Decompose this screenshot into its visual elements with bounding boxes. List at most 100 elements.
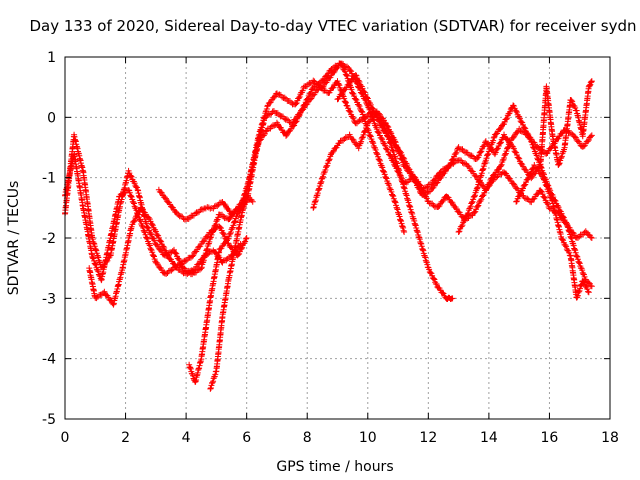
data-point bbox=[389, 192, 396, 199]
data-point bbox=[323, 163, 330, 170]
data-point bbox=[521, 124, 528, 131]
data-point bbox=[137, 217, 144, 224]
data-point bbox=[310, 204, 317, 211]
data-point bbox=[228, 211, 235, 218]
y-tick-label: 0 bbox=[47, 110, 56, 126]
data-point bbox=[195, 261, 202, 268]
data-point bbox=[353, 96, 360, 103]
data-point bbox=[226, 216, 233, 223]
data-point bbox=[471, 193, 478, 200]
x-tick-label: 0 bbox=[61, 430, 70, 446]
data-point bbox=[358, 108, 365, 115]
data-point bbox=[513, 198, 520, 205]
data-point bbox=[352, 96, 359, 103]
x-tick-label: 4 bbox=[182, 430, 191, 446]
data-point bbox=[237, 241, 244, 248]
data-point bbox=[189, 253, 196, 260]
data-point bbox=[373, 150, 380, 157]
data-point bbox=[199, 206, 206, 213]
data-point bbox=[175, 212, 182, 219]
data-point bbox=[154, 261, 161, 268]
data-point bbox=[149, 222, 156, 229]
data-point bbox=[162, 195, 169, 202]
data-point bbox=[209, 379, 216, 386]
x-axis-label: GPS time / hours bbox=[276, 459, 393, 475]
data-point bbox=[140, 224, 147, 231]
data-point bbox=[152, 228, 159, 235]
data-point bbox=[177, 261, 184, 268]
data-point bbox=[242, 235, 249, 242]
data-point bbox=[394, 205, 401, 212]
data-point bbox=[161, 194, 168, 201]
data-point bbox=[348, 86, 355, 93]
data-point bbox=[146, 242, 153, 249]
x-tick-label: 6 bbox=[242, 430, 251, 446]
data-point bbox=[344, 72, 351, 79]
data-point bbox=[356, 103, 363, 110]
data-point bbox=[355, 101, 362, 108]
series-track-10 bbox=[513, 162, 592, 301]
data-point bbox=[315, 186, 322, 193]
data-point bbox=[153, 259, 160, 266]
x-tick-label: 18 bbox=[601, 430, 619, 446]
x-tick-label: 12 bbox=[419, 430, 437, 446]
data-point bbox=[128, 193, 135, 200]
data-point bbox=[310, 203, 317, 210]
data-point bbox=[221, 201, 228, 208]
data-point bbox=[143, 234, 150, 241]
data-point bbox=[382, 174, 389, 181]
data-point bbox=[268, 123, 275, 130]
data-point bbox=[157, 189, 164, 196]
y-tick-label: -3 bbox=[42, 291, 56, 307]
data-point bbox=[187, 364, 194, 371]
data-point bbox=[403, 191, 410, 198]
data-point bbox=[141, 228, 148, 235]
data-point bbox=[131, 217, 138, 224]
data-point bbox=[93, 295, 100, 302]
data-point bbox=[455, 228, 462, 235]
data-point bbox=[94, 253, 101, 260]
data-point bbox=[200, 238, 207, 245]
data-point bbox=[137, 204, 144, 211]
data-point bbox=[128, 173, 135, 180]
grid-lines bbox=[65, 57, 610, 419]
data-point bbox=[96, 258, 103, 265]
data-point bbox=[192, 210, 199, 217]
data-point bbox=[149, 221, 156, 228]
data-point bbox=[419, 246, 426, 253]
data-points bbox=[62, 60, 595, 392]
data-point bbox=[208, 227, 215, 234]
data-point bbox=[134, 211, 141, 218]
data-point bbox=[93, 247, 100, 254]
data-point bbox=[400, 227, 407, 234]
data-point bbox=[521, 182, 528, 189]
data-point bbox=[515, 154, 522, 161]
data-point bbox=[479, 166, 486, 173]
data-point bbox=[171, 260, 177, 267]
data-point bbox=[571, 246, 578, 253]
data-point bbox=[172, 250, 179, 257]
data-point bbox=[151, 253, 158, 260]
data-point bbox=[343, 72, 350, 79]
data-point bbox=[194, 209, 201, 216]
data-point bbox=[310, 84, 317, 91]
data-point bbox=[95, 254, 102, 261]
data-point bbox=[175, 255, 182, 262]
data-point bbox=[406, 203, 413, 210]
data-point bbox=[127, 172, 134, 179]
data-point bbox=[231, 218, 238, 225]
data-point bbox=[346, 108, 353, 115]
data-point bbox=[149, 249, 156, 256]
data-point bbox=[312, 198, 319, 205]
data-point bbox=[376, 156, 383, 163]
x-tick-label: 10 bbox=[359, 430, 377, 446]
data-point bbox=[206, 238, 213, 245]
data-point bbox=[145, 214, 152, 221]
data-point bbox=[220, 231, 227, 238]
data-point bbox=[151, 237, 158, 244]
data-point bbox=[326, 157, 333, 164]
data-point bbox=[408, 209, 415, 216]
y-tick-label: -1 bbox=[42, 171, 56, 187]
data-point bbox=[502, 151, 509, 158]
